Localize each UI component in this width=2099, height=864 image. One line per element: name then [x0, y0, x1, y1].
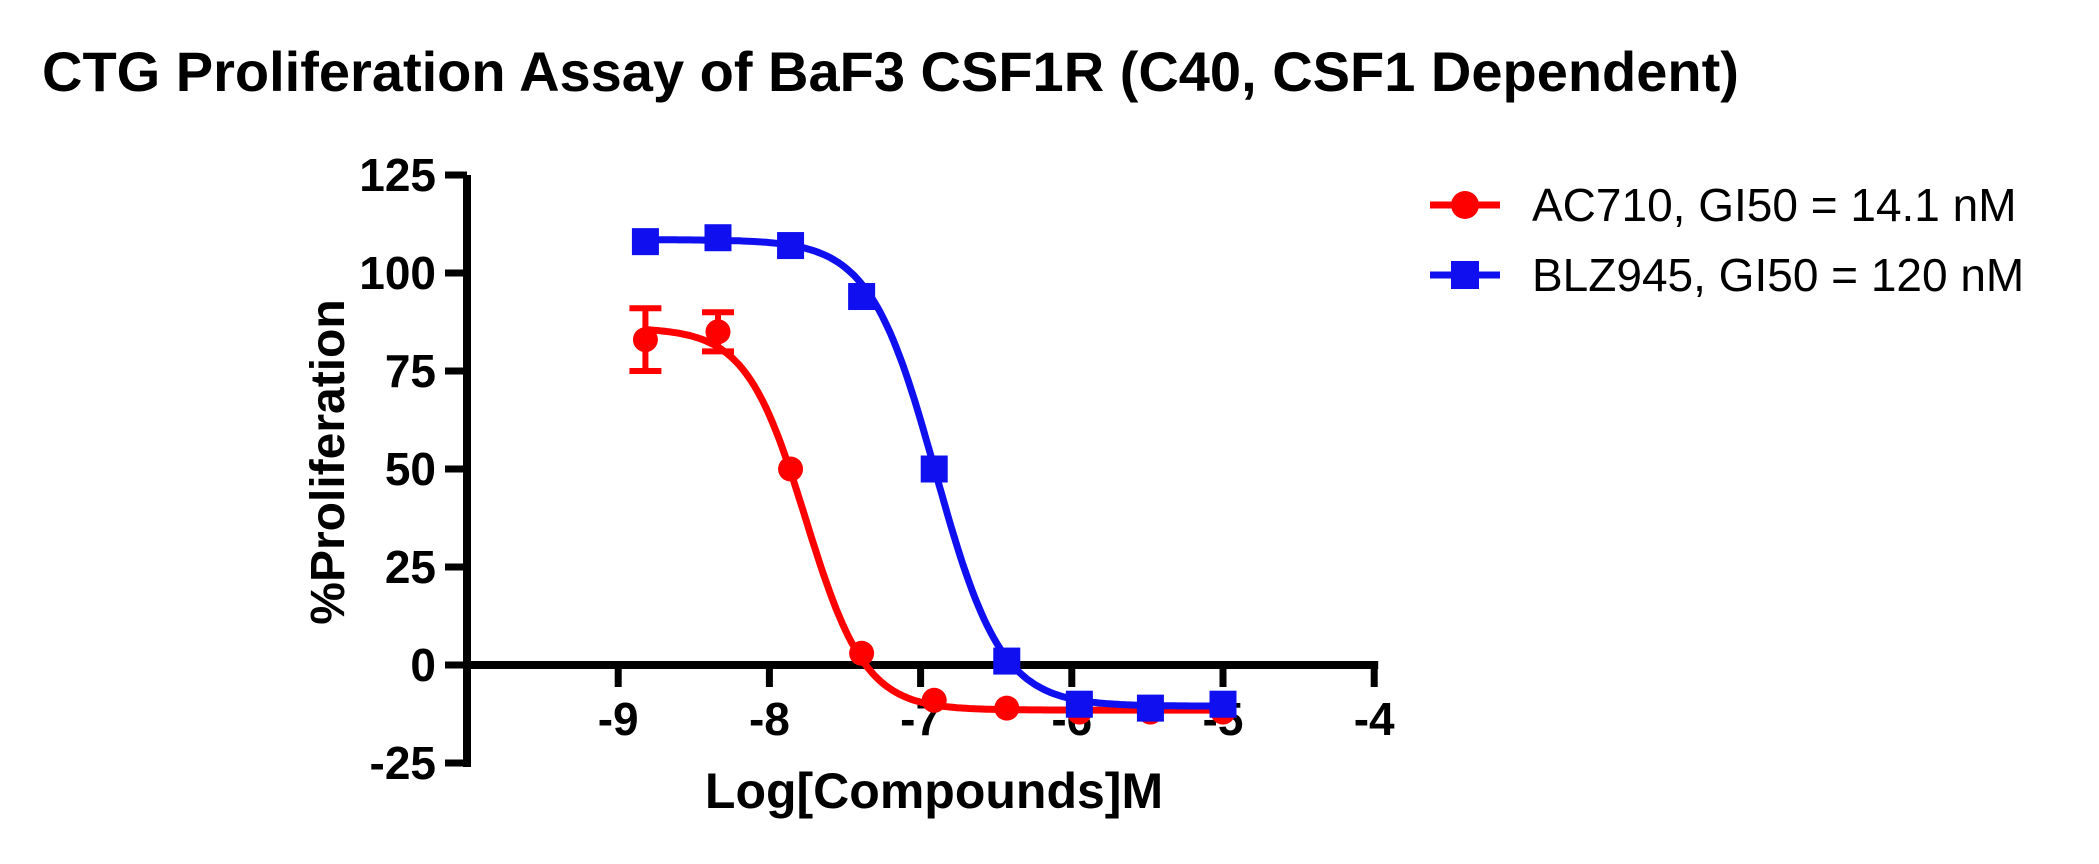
- BLZ945-point: [777, 232, 805, 260]
- legend: AC710, GI50 = 14.1 nM BLZ945, GI50 = 120…: [1430, 170, 2090, 310]
- legend-item-ac710: AC710, GI50 = 14.1 nM: [1430, 170, 2090, 240]
- BLZ945-point: [848, 283, 876, 311]
- BLZ945-point: [1065, 690, 1093, 718]
- BLZ945-point: [1136, 694, 1164, 722]
- x-tick-label: -8: [749, 693, 790, 745]
- y-tick-label: -25: [370, 737, 436, 789]
- x-tick-label: -9: [598, 693, 639, 745]
- BLZ945-point: [631, 228, 659, 256]
- y-tick-label: 25: [385, 541, 436, 593]
- y-tick-label: 50: [385, 443, 436, 495]
- AC710-point: [849, 640, 875, 666]
- y-tick-label: 125: [359, 149, 436, 201]
- BLZ945-point: [1209, 690, 1237, 718]
- legend-label-blz945: BLZ945, GI50 = 120 nM: [1532, 249, 2025, 301]
- x-tick-label: -4: [1354, 693, 1395, 745]
- y-tick-label: 100: [359, 247, 436, 299]
- BLZ945-point: [993, 647, 1021, 675]
- x-axis-title: Log[Compounds]M: [704, 763, 1164, 819]
- y-tick-label: 75: [385, 345, 436, 397]
- BLZ945-point: [704, 224, 732, 252]
- AC710-point: [778, 456, 804, 482]
- AC710-point: [921, 687, 947, 713]
- AC710-point: [994, 695, 1020, 721]
- legend-marker-circle-icon: [1430, 191, 1500, 219]
- legend-marker-square-icon: [1430, 261, 1500, 289]
- legend-item-blz945: BLZ945, GI50 = 120 nM: [1430, 240, 2090, 310]
- AC710-fit-curve: [641, 326, 1227, 714]
- AC710-point: [705, 319, 731, 345]
- AC710-point: [632, 327, 658, 353]
- chart-title: CTG Proliferation Assay of BaF3 CSF1R (C…: [42, 40, 1739, 103]
- BLZ945-point: [920, 455, 948, 483]
- y-tick-label: 0: [410, 639, 436, 691]
- legend-label-ac710: AC710, GI50 = 14.1 nM: [1532, 179, 2017, 231]
